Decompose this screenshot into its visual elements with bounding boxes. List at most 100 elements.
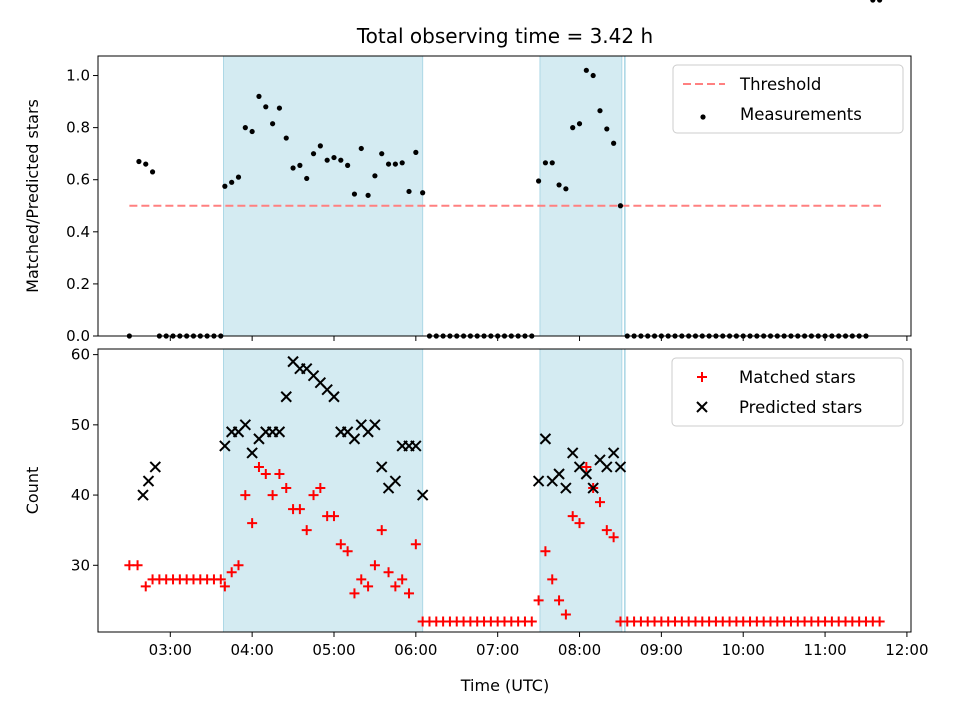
measurement-point: [229, 179, 235, 185]
count-y-axis: 30 40 50 60: [71, 346, 98, 574]
measurement-point: [590, 72, 596, 79]
count-shaded-intervals: [222, 348, 626, 633]
measurement-point: [597, 108, 603, 114]
predicted-point: [246, 447, 258, 459]
measurement-point: [283, 135, 289, 141]
matched-point: [308, 490, 319, 501]
predicted-point: [607, 447, 620, 459]
x-tick-label-0: 03:00: [149, 641, 192, 659]
count-y-axis-title: Count: [23, 467, 42, 515]
matched-point: [226, 567, 237, 578]
legend-label-0: Threshold: [739, 75, 821, 94]
measurement-point: [256, 93, 262, 99]
x-tick-label-2: 05:00: [312, 641, 355, 659]
predicted-point: [280, 391, 292, 403]
predicted-point: [539, 433, 552, 445]
measurement-point: [385, 161, 392, 167]
measurement-point: [365, 192, 371, 198]
measurement-point: [406, 188, 412, 195]
predicted-point: [389, 475, 402, 487]
predicted-point: [348, 433, 361, 445]
matched-point: [526, 616, 537, 627]
matched-point: [601, 525, 612, 536]
x-tick-label-8: 11:00: [803, 641, 846, 659]
measurement-point: [379, 151, 385, 157]
matched-point: [390, 581, 401, 592]
y-tick-label-5: 1.0: [66, 67, 90, 85]
measurement-point: [611, 140, 617, 146]
predicted-point: [142, 475, 155, 487]
matched-point: [219, 581, 230, 592]
shaded-interval-0: [222, 55, 424, 337]
matched-point: [567, 511, 578, 522]
count-x-axis: 03:00 04:00 05:00 06:00 07:00 08:00 09:00 10:00…: [149, 632, 929, 659]
shaded-interval-0: [222, 348, 424, 633]
chart-title: Total observing time = 3.42 h: [356, 24, 653, 48]
matched-point: [281, 483, 292, 494]
matched-point: [404, 588, 415, 599]
matched-point: [342, 546, 353, 557]
matched-point: [369, 560, 380, 571]
measurement-point: [392, 161, 398, 167]
matched-point: [594, 497, 605, 508]
measurement-point: [536, 178, 542, 184]
predicted-point: [410, 440, 422, 452]
shaded-interval-1: [539, 348, 623, 633]
y-tick-label-3: 60: [71, 346, 90, 364]
ratio-shaded-intervals: [222, 55, 626, 337]
measurement-point: [331, 154, 337, 161]
x-tick-label-6: 09:00: [640, 641, 683, 659]
measurement-point: [570, 125, 576, 131]
measurement-point: [263, 104, 269, 110]
shaded-interval-1: [539, 55, 623, 337]
legend-label-1: Measurements: [740, 105, 862, 124]
ratio-legend: Threshold Measurements: [672, 64, 904, 134]
measurement-point: [563, 186, 569, 192]
y-tick-label-4: 0.8: [66, 119, 90, 137]
predicted-point: [614, 461, 627, 473]
measurement-point: [556, 182, 562, 188]
matched-point: [260, 468, 271, 479]
shaded-interval-2: [624, 348, 626, 633]
x-tick-label-9: 12:00: [885, 641, 928, 659]
legend-box: [671, 357, 904, 427]
predicted-point: [328, 391, 340, 403]
x-tick-label-5: 08:00: [558, 641, 601, 659]
predicted-point: [416, 489, 429, 501]
measurement-point: [270, 121, 276, 127]
y-tick-label-3: 0.6: [66, 171, 90, 189]
measurement-point: [617, 203, 624, 209]
measurement-point: [399, 160, 405, 166]
matched-point: [140, 581, 151, 592]
ratio-axes-frame: [97, 55, 912, 337]
matched-point: [533, 595, 544, 606]
matched-point: [560, 609, 571, 620]
matched-point: [410, 539, 421, 550]
matched-point: [554, 595, 565, 606]
predicted-point: [369, 419, 381, 431]
matched-point: [267, 490, 278, 501]
measurement-point: [143, 161, 149, 167]
matched-point: [383, 567, 394, 578]
matched-point: [335, 539, 346, 550]
matched-point: [547, 574, 558, 585]
measurement-point: [304, 175, 310, 182]
matched-point: [301, 525, 312, 536]
measurement-point: [870, 0, 876, 3]
matched-point: [397, 574, 408, 585]
ratio-y-axis: 0.0 0.2 0.4 0.6 0.8 1.0: [66, 67, 98, 345]
predicted-point: [273, 426, 286, 438]
measurement-point: [297, 162, 303, 168]
predicted-point: [137, 489, 149, 501]
y-tick-label-2: 50: [71, 416, 90, 434]
count-series: [124, 355, 885, 627]
predicted-point: [553, 468, 565, 480]
measurement-point: [877, 0, 883, 3]
count-legend: Matched stars Predicted stars: [671, 357, 904, 427]
predicted-point: [532, 475, 545, 487]
series-matched-stars: [124, 461, 885, 627]
matched-point: [608, 532, 619, 543]
measurement-point: [317, 143, 323, 149]
matched-point: [376, 525, 387, 536]
